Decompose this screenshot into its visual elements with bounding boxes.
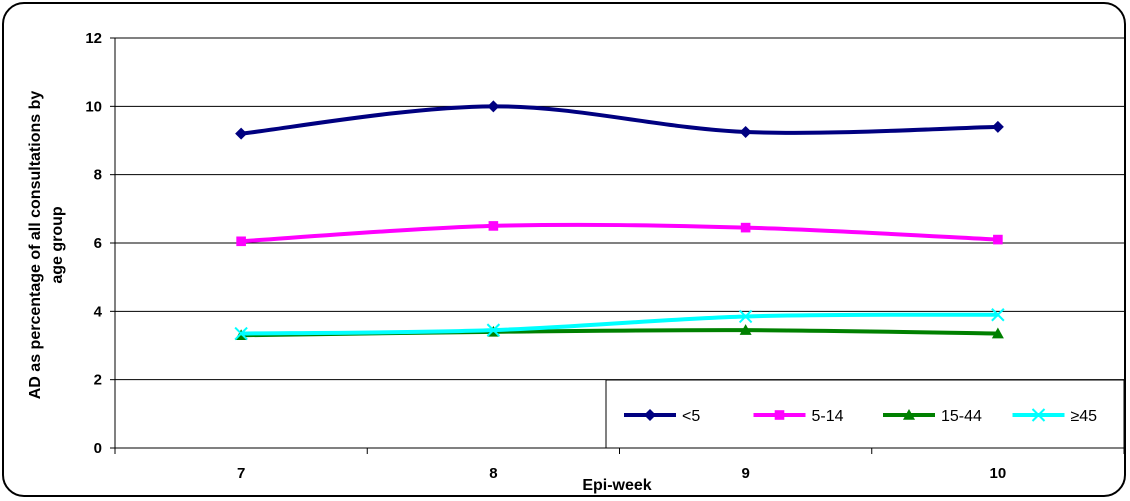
legend: <5 5-14 15-44 ≥45: [605, 379, 1125, 449]
series-line: [241, 222, 998, 244]
y-tick-label: 6: [94, 235, 102, 252]
y-tick-labels: 0 2 4 6 8 10 12: [85, 30, 102, 457]
series-1: [235, 100, 1004, 140]
series-4: [234, 308, 1005, 341]
y-axis-title-line2: age group: [49, 206, 66, 284]
data-point-marker: [991, 327, 1004, 339]
data-point-marker: [486, 323, 501, 337]
y-tick-label: 8: [94, 167, 102, 184]
data-point-marker: [235, 127, 248, 140]
y-axis-title-line1: AD as percentage of all consultations by: [27, 91, 44, 400]
data-point-marker: [644, 409, 656, 421]
x-tick-label: 7: [237, 465, 245, 482]
y-tick-label: 2: [94, 372, 102, 389]
legend-item: 5-14: [753, 408, 844, 425]
data-point-marker: [993, 234, 1003, 245]
series-lines: [234, 100, 1005, 341]
data-point-marker: [774, 410, 785, 420]
legend-label: 15-44: [941, 408, 982, 425]
data-point-marker: [1031, 408, 1046, 422]
legend-item: ≥45: [1012, 408, 1098, 425]
data-point-marker: [903, 409, 915, 420]
series-line: [240, 104, 998, 136]
data-point-marker: [739, 125, 752, 138]
legend-label: 5-14: [812, 408, 844, 425]
data-point-marker: [991, 120, 1004, 133]
y-tick-label: 10: [85, 98, 102, 115]
y-tick-label: 4: [94, 303, 103, 320]
x-tick-label: 9: [741, 465, 749, 482]
data-point-marker: [236, 236, 246, 247]
data-point-marker: [739, 324, 752, 335]
data-point-marker: [487, 100, 500, 113]
legend-item: 15-44: [883, 408, 982, 425]
gridlines: [115, 37, 1124, 381]
legend-label: <5: [682, 408, 700, 425]
data-point-marker: [991, 308, 1005, 322]
x-axis-title: Epi-week: [582, 477, 651, 494]
x-tick-label: 10: [990, 465, 1007, 482]
data-point-marker: [740, 222, 751, 233]
series-2: [236, 221, 1003, 247]
data-point-marker: [488, 221, 499, 231]
x-tick-labels: 7 8 9 10: [237, 465, 1006, 482]
legend-item: <5: [624, 408, 700, 425]
x-tick-label: 8: [489, 465, 497, 482]
data-point-marker: [738, 309, 753, 324]
y-tick-label: 12: [85, 30, 102, 47]
y-tick-label: 0: [94, 440, 102, 457]
data-point-marker: [234, 326, 248, 341]
legend-label: ≥45: [1071, 408, 1098, 425]
series-line: [241, 312, 998, 336]
